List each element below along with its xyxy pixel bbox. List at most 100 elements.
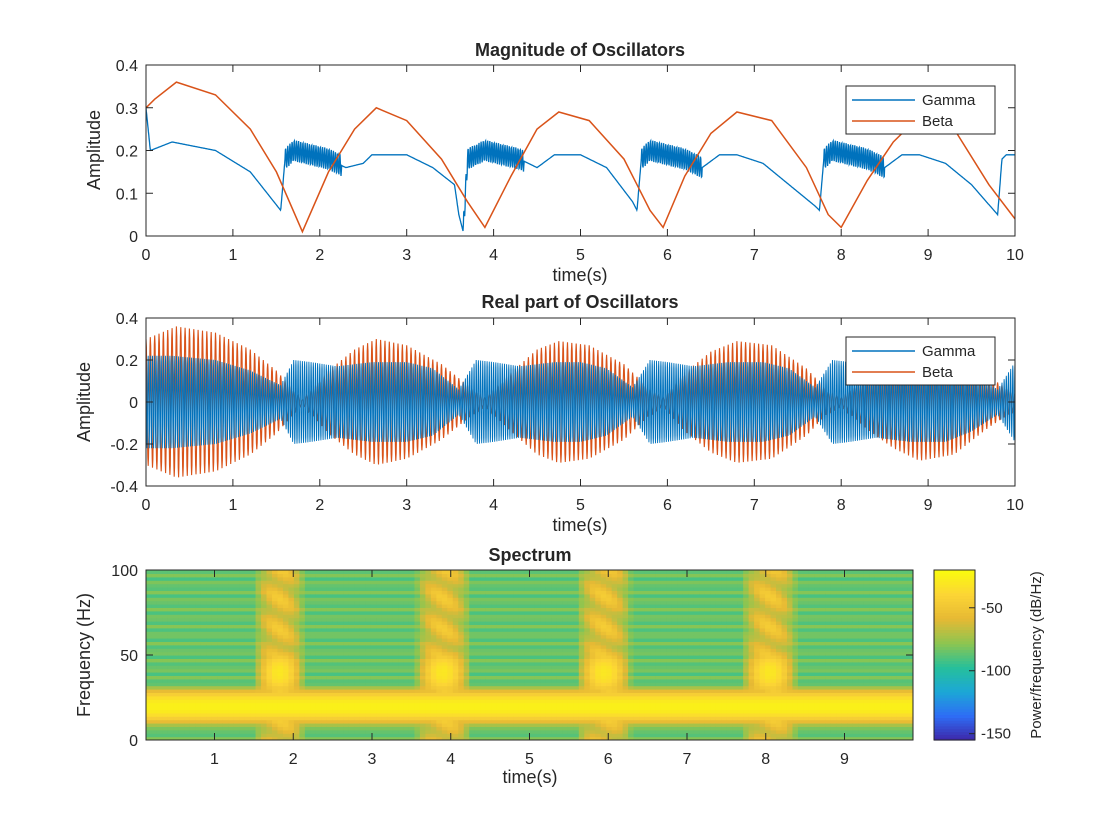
spectrogram-cell (239, 678, 246, 683)
spectrogram-cell (266, 712, 273, 717)
spectrogram-cell (491, 719, 498, 724)
spectrogram-cell (293, 651, 300, 656)
spectrogram-cell (480, 587, 487, 591)
spectrogram-cell (447, 719, 454, 724)
spectrogram-cell (167, 614, 174, 619)
spectrogram-cell (419, 593, 427, 598)
spectrogram-cell (167, 644, 174, 649)
spectrogram-cell (315, 658, 322, 663)
spectrogram-cell (655, 597, 662, 602)
spectrogram-cell (491, 706, 498, 710)
spectrogram-cell (562, 712, 569, 717)
spectrogram-cell (239, 570, 246, 574)
spectrogram-cell (195, 689, 202, 693)
spectrogram-cell (195, 597, 202, 602)
real-xtick-label: 5 (576, 497, 585, 514)
spectrogram-cell (606, 580, 613, 585)
spectrogram-cell (408, 570, 416, 574)
spectrogram-cell (545, 655, 553, 659)
spectrogram-cell (239, 723, 246, 727)
spectrogram-cell (600, 604, 607, 608)
spectrogram-cell (540, 668, 547, 673)
spectrogram-cell (310, 590, 317, 595)
spectrogram-cell (272, 675, 279, 680)
spectrogram-cell (650, 712, 657, 717)
spectrogram-cell (370, 648, 377, 653)
spectrogram-cell (206, 600, 213, 605)
spectrogram-cell (524, 675, 531, 680)
spectrogram-cell (480, 729, 487, 734)
spectrogram-cell (436, 702, 443, 707)
spectrogram-cell (184, 627, 191, 632)
spectrogram-cell (200, 627, 207, 632)
spectrogram-cell (332, 576, 339, 581)
spectrogram-cell (321, 733, 328, 738)
spectrogram-cell (146, 702, 153, 707)
spectrogram-cell (376, 658, 383, 663)
spectrogram-cell (282, 665, 290, 670)
spectrogram-cell (217, 641, 224, 646)
spectrogram-cell (551, 604, 558, 608)
spectrogram-cell (387, 621, 394, 625)
spectrogram-cell (452, 583, 459, 588)
spectrogram-cell (146, 668, 153, 673)
spectrogram-cell (381, 655, 388, 659)
spectrogram-cell (277, 638, 284, 642)
spectrogram-cell (485, 593, 492, 598)
spectrogram-cell (184, 621, 191, 625)
spectrogram-cell (414, 648, 421, 653)
spectrogram-cell (556, 573, 563, 578)
spectrogram-cell (633, 675, 640, 680)
spectrogram-cell (332, 692, 339, 697)
spectrogram-cell (518, 607, 525, 612)
spectrogram-cell (403, 604, 410, 608)
spectrogram-cell (151, 644, 158, 649)
spectrogram-cell (277, 695, 284, 700)
spectrogram-cell (151, 672, 158, 676)
spectrogram-cell (282, 580, 290, 585)
spectrogram-cell (480, 638, 487, 642)
spectrogram-cell (469, 621, 476, 625)
spectrogram-cell (376, 648, 383, 653)
spectrogram-cell (540, 597, 547, 602)
spectrogram-cell (370, 587, 377, 591)
spectrogram-cell (622, 695, 629, 700)
spectrogram-cell (545, 600, 553, 605)
spectrogram-cell (266, 736, 273, 740)
spectrogram-cell (387, 597, 394, 602)
spectrogram-cell (261, 699, 268, 704)
spectrogram-cell (496, 638, 503, 642)
spectrogram-cell (250, 621, 257, 625)
spectrogram-cell (261, 638, 268, 642)
spectrogram-cell (502, 641, 509, 646)
spectrogram-cell (600, 634, 607, 639)
spectrogram-cell (430, 682, 437, 687)
spectrogram-cell (644, 658, 651, 663)
spectrogram-cell (660, 604, 668, 608)
spectrogram-cell (178, 689, 185, 693)
spectrogram-cell (304, 719, 311, 724)
spectrogram-cell (398, 661, 405, 666)
spectrogram-cell (578, 723, 585, 727)
spectrogram-cell (354, 573, 361, 578)
spectrogram-cell (189, 651, 196, 656)
spectrogram-cell (430, 729, 437, 734)
spectrogram-cell (261, 668, 268, 673)
spectrogram-cell (146, 692, 153, 697)
spectrogram-cell (480, 593, 487, 598)
spectrogram-cell (310, 726, 317, 731)
spectrogram-cell (414, 638, 421, 642)
spectrogram-cell (567, 716, 574, 721)
spectrogram-cell (206, 692, 213, 697)
spectrogram-cell (611, 624, 618, 629)
spectrogram-cell (365, 627, 372, 632)
spectrogram-cell (272, 716, 279, 721)
spectrogram-cell (655, 682, 662, 687)
spectrogram-cell (606, 651, 613, 656)
spectrogram-cell (430, 627, 437, 632)
spectrogram-cell (513, 726, 520, 731)
spectrogram-cell (343, 672, 350, 676)
spectrogram-cell (304, 583, 311, 588)
spectrogram-cell (622, 702, 629, 707)
spectrogram-cell (480, 685, 487, 690)
